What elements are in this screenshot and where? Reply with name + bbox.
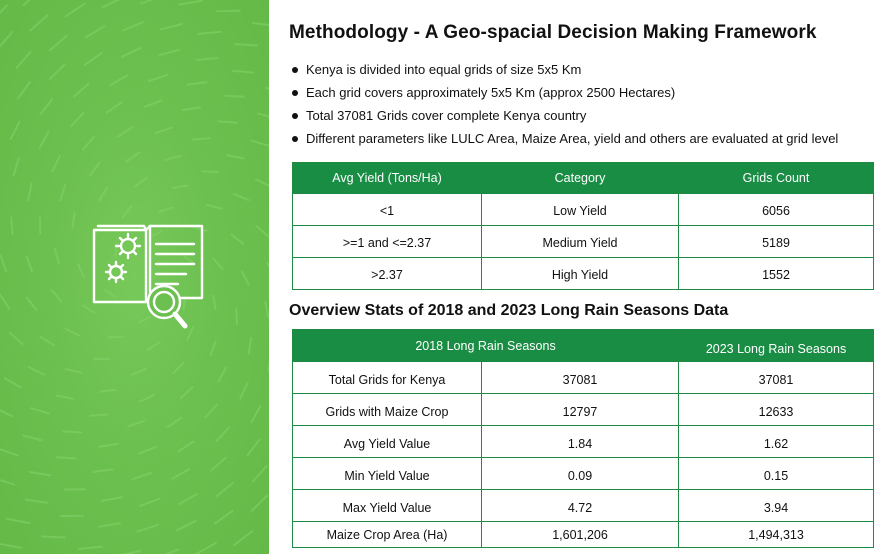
table-row: >2.37 High Yield 1552 — [292, 257, 874, 290]
table-row: Total Grids for Kenya 37081 37081 — [292, 361, 875, 394]
table-cell: High Yield — [481, 257, 679, 290]
table-cell: <1 — [292, 193, 482, 226]
value-2023: 1.62 — [678, 425, 875, 458]
table-cell: >=1 and <=2.37 — [292, 225, 482, 258]
table-header-row: 2018 Long Rain Seasons 2023 Long Rain Se… — [291, 329, 875, 362]
swirl-pattern — [0, 0, 269, 554]
table-cell: 1552 — [678, 257, 874, 290]
book-gears-magnifier-icon — [92, 224, 204, 329]
table-cell: 6056 — [678, 193, 874, 226]
value-2018: 37081 — [480, 361, 680, 394]
overview-section-title: Overview Stats of 2018 and 2023 Long Rai… — [289, 302, 729, 319]
value-2018: 0.09 — [480, 457, 680, 490]
column-header: Category — [481, 162, 679, 194]
season-stats-table: 2018 Long Rain Seasons 2023 Long Rain Se… — [291, 329, 875, 548]
table-row: Grids with Maize Crop 12797 12633 — [292, 393, 875, 426]
value-2018: 12797 — [480, 393, 680, 426]
table-row: Avg Yield Value 1.84 1.62 — [292, 425, 875, 458]
table-header-row: Avg Yield (Tons/Ha) Category Grids Count — [292, 162, 874, 194]
methodology-bullet-list: Kenya is divided into equal grids of siz… — [292, 62, 838, 154]
column-header: Avg Yield (Tons/Ha) — [292, 162, 482, 194]
table-row: >=1 and <=2.37 Medium Yield 5189 — [292, 225, 874, 258]
table-row: Max Yield Value 4.72 3.94 — [292, 489, 875, 522]
row-label: Grids with Maize Crop — [292, 393, 482, 426]
row-label: Max Yield Value — [292, 489, 482, 522]
column-header-2018: 2018 Long Rain Seasons — [291, 329, 680, 362]
table-row: Min Yield Value 0.09 0.15 — [292, 457, 875, 490]
row-label: Avg Yield Value — [292, 425, 482, 458]
yield-category-table: Avg Yield (Tons/Ha) Category Grids Count… — [292, 162, 874, 290]
column-header: Grids Count — [678, 162, 874, 194]
column-header-2023: 2023 Long Rain Seasons — [678, 329, 875, 362]
row-label: Min Yield Value — [292, 457, 482, 490]
table-cell: 5189 — [678, 225, 874, 258]
bullet-item: Different parameters like LULC Area, Mai… — [292, 131, 838, 154]
bullet-item: Total 37081 Grids cover complete Kenya c… — [292, 108, 838, 131]
page-title: Methodology - A Geo-spacial Decision Mak… — [289, 22, 817, 43]
value-2018: 1,601,206 — [480, 521, 680, 548]
table-cell: Low Yield — [481, 193, 679, 226]
table-cell: Medium Yield — [481, 225, 679, 258]
bullet-item: Kenya is divided into equal grids of siz… — [292, 62, 838, 85]
value-2023: 12633 — [678, 393, 875, 426]
row-label: Total Grids for Kenya — [292, 361, 482, 394]
table-cell: >2.37 — [292, 257, 482, 290]
value-2023: 3.94 — [678, 489, 875, 522]
decorative-side-panel — [0, 0, 269, 554]
table-row: <1 Low Yield 6056 — [292, 193, 874, 226]
value-2023: 0.15 — [678, 457, 875, 490]
value-2018: 4.72 — [480, 489, 680, 522]
table-row: Maize Crop Area (Ha) 1,601,206 1,494,313 — [292, 521, 875, 548]
bullet-item: Each grid covers approximately 5x5 Km (a… — [292, 85, 838, 108]
value-2023: 1,494,313 — [678, 521, 875, 548]
value-2018: 1.84 — [480, 425, 680, 458]
row-label: Maize Crop Area (Ha) — [292, 521, 482, 548]
value-2023: 37081 — [678, 361, 875, 394]
